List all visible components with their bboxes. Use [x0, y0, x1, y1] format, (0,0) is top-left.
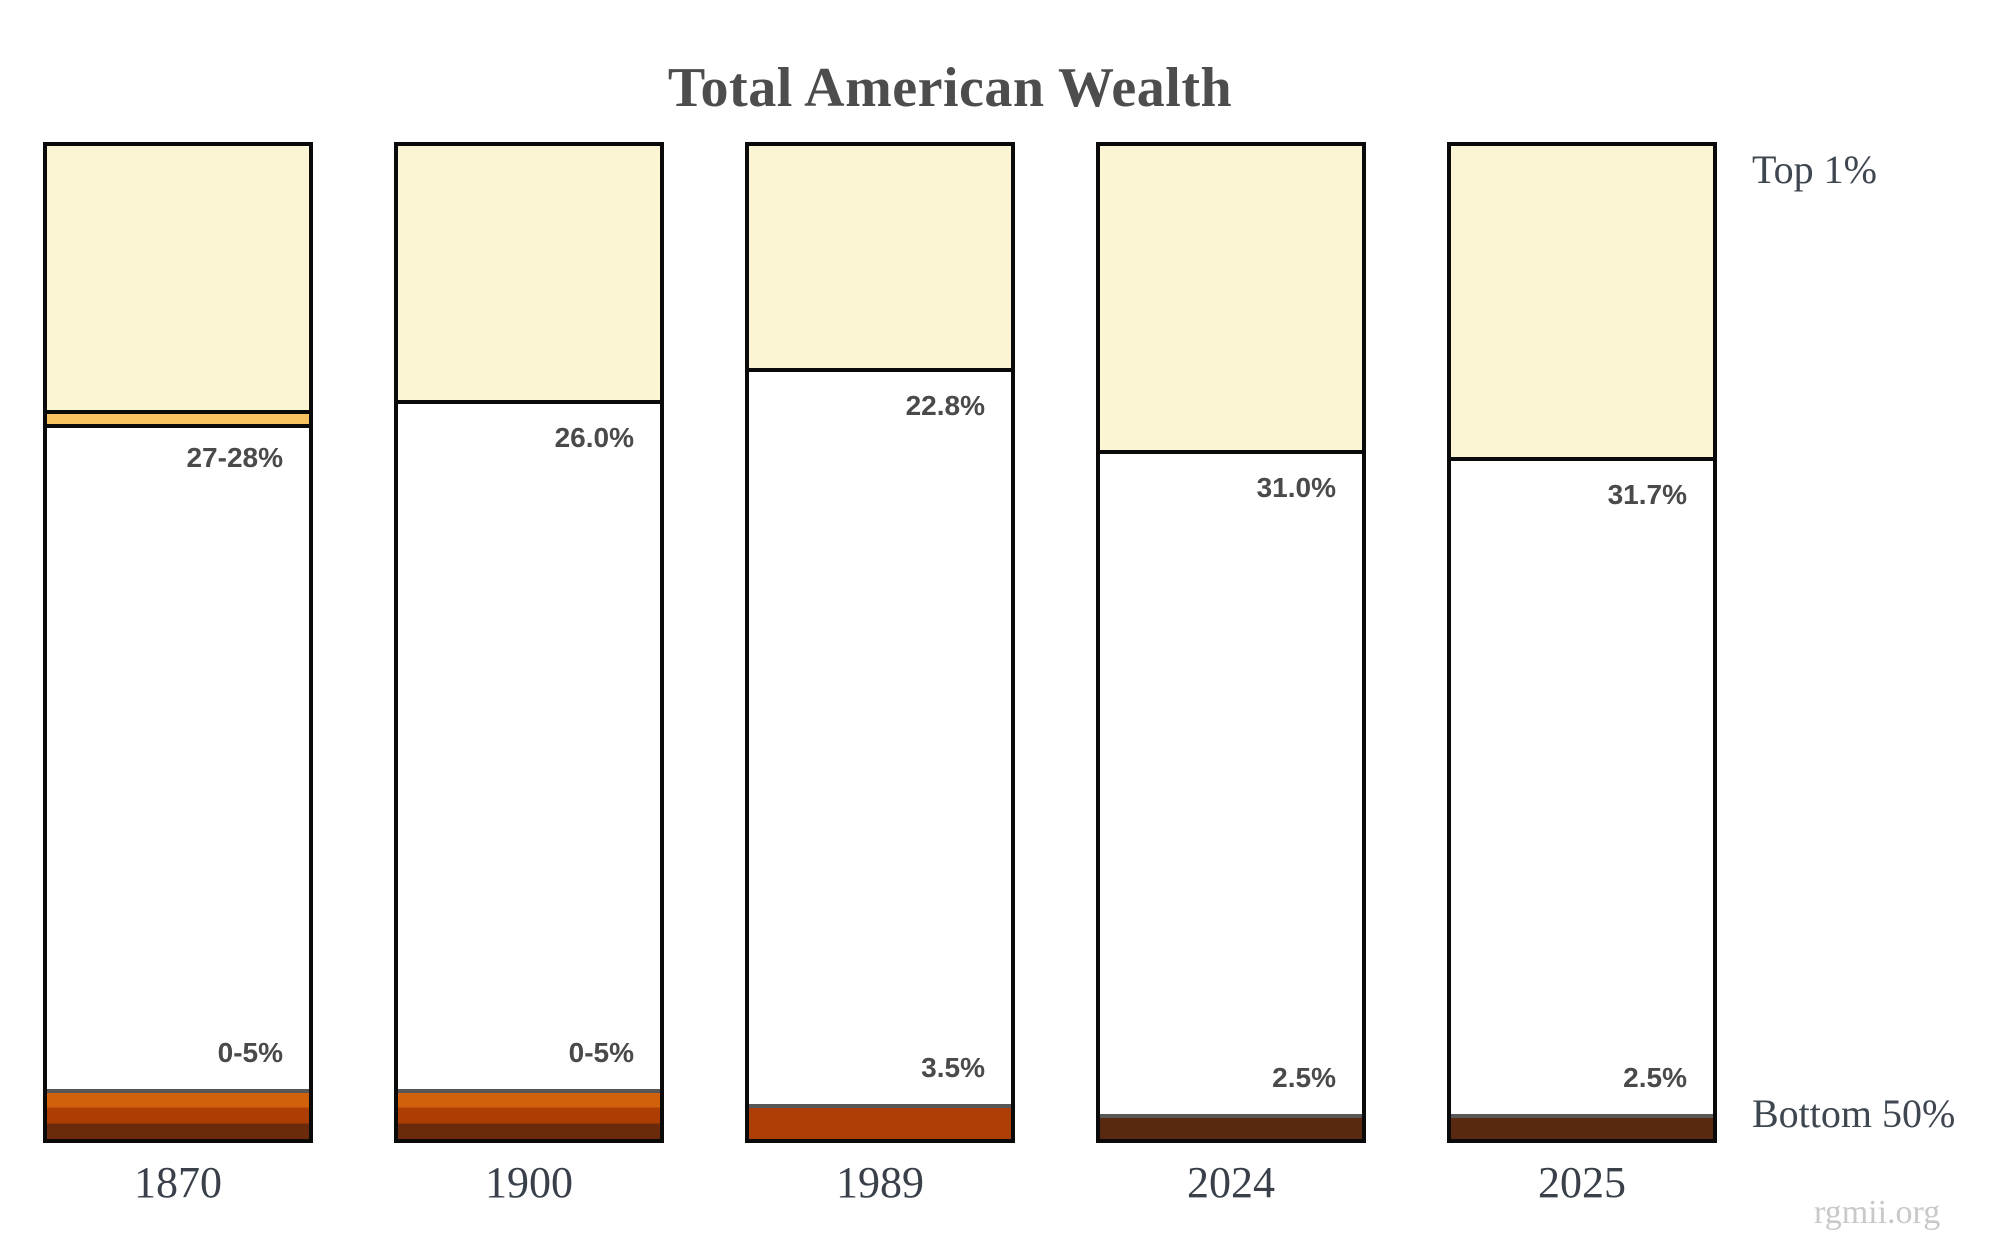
bottom-50pct-segment [47, 1089, 309, 1139]
bar-group: 22.8% 3.5% 1989 [745, 142, 1015, 1205]
legend-top-1pct: Top 1% [1752, 147, 1877, 192]
bottom-share-label: 0-5% [568, 1037, 634, 1069]
stacked-bar: 31.0% 2.5% [1096, 142, 1366, 1143]
top-1pct-segment [1451, 146, 1713, 461]
year-label: 2025 [1538, 1158, 1626, 1207]
year-label: 1900 [485, 1158, 573, 1207]
bottom-share-label: 2.5% [1272, 1062, 1336, 1094]
bottom-50pct-segment [1451, 1114, 1713, 1139]
bar-chart: 27-28% 0-5% 1870 26.0% 0-5% 1900 22.8% 3.5% 1989… [43, 142, 1717, 1205]
bar-group: 31.0% 2.5% 2024 [1096, 142, 1366, 1205]
stacked-bar: 27-28% 0-5% [43, 142, 313, 1143]
stacked-bar: 22.8% 3.5% [745, 142, 1015, 1143]
stacked-bar: 31.7% 2.5% [1447, 142, 1717, 1143]
top-1pct-segment [398, 146, 660, 405]
bar-group: 31.7% 2.5% 2025 [1447, 142, 1717, 1205]
watermark-source: rgmii.org [1814, 1194, 1941, 1231]
top-1pct-segment [1100, 146, 1362, 454]
bar-group: 27-28% 0-5% 1870 [43, 142, 313, 1205]
top-share-label: 31.7% [1607, 478, 1687, 510]
chart-title: Total American Wealth [667, 56, 1233, 119]
year-label: 1870 [134, 1158, 222, 1207]
bottom-50pct-segment [1100, 1114, 1362, 1139]
bottom-share-label: 2.5% [1623, 1062, 1687, 1094]
stacked-bar: 26.0% 0-5% [394, 142, 664, 1143]
bottom-50pct-segment [398, 1089, 660, 1139]
bottom-share-label: 3.5% [921, 1052, 985, 1084]
bottom-50pct-segment [749, 1104, 1011, 1139]
top-1pct-segment [749, 146, 1011, 373]
bottom-share-label: 0-5% [217, 1037, 283, 1069]
top-share-label: 27-28% [186, 442, 283, 474]
legend-bottom-50pct: Bottom 50% [1752, 1091, 1956, 1136]
bar-group: 26.0% 0-5% 1900 [394, 142, 664, 1205]
top-share-label: 22.8% [905, 390, 985, 422]
top-1pct-segment [47, 146, 309, 415]
top-share-label: 31.0% [1256, 471, 1336, 503]
top-1pct-uncertainty-band [47, 414, 309, 429]
top-share-label: 26.0% [554, 422, 634, 454]
year-label: 2024 [1187, 1158, 1275, 1207]
year-label: 1989 [836, 1158, 924, 1207]
